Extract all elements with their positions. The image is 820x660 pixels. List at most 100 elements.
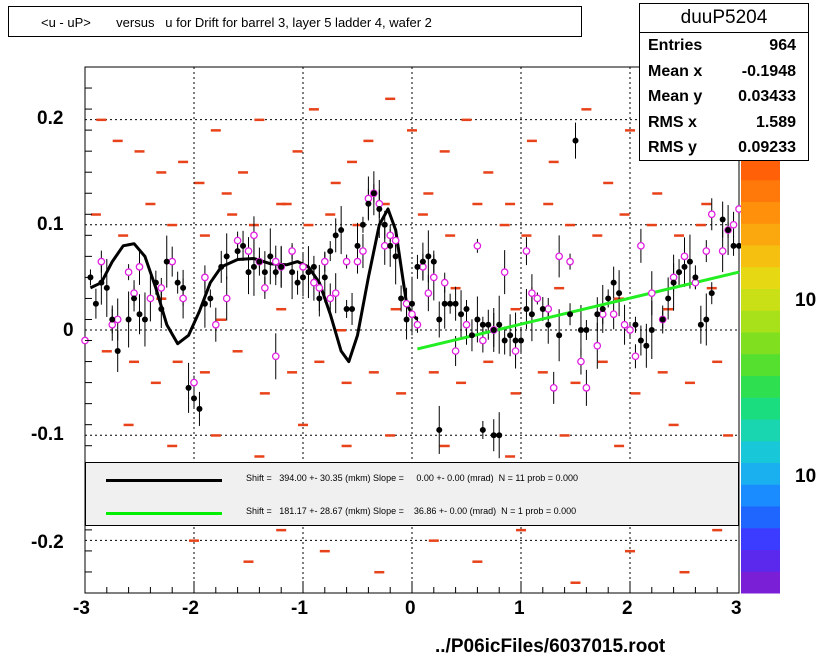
profile-point-open <box>647 289 656 298</box>
scatter-dash <box>330 181 341 185</box>
profile-point <box>545 321 552 328</box>
profile-point <box>305 269 312 276</box>
scatter-dash <box>603 181 614 185</box>
profile-point <box>436 316 443 323</box>
colorbar-cell <box>741 245 780 268</box>
profile-point-open <box>222 294 231 303</box>
profile-point-open <box>707 210 716 219</box>
profile-point <box>512 337 519 344</box>
profile-point <box>686 258 693 265</box>
scatter-dash <box>96 118 107 122</box>
scatter-dash <box>445 234 456 237</box>
profile-point <box>605 295 612 302</box>
colorbar-cell <box>741 484 780 507</box>
profile-point <box>725 227 732 234</box>
scatter-dash <box>417 213 428 216</box>
profile-point-open <box>190 378 198 387</box>
scatter-dash <box>521 234 532 237</box>
profile-point-open <box>451 347 460 355</box>
profile-point <box>490 432 497 439</box>
scatter-dash <box>374 570 385 574</box>
profile-point <box>539 305 546 312</box>
profile-point <box>518 337 524 344</box>
chart-title: <u - uP> versus u for Drift for barrel 3… <box>8 6 582 37</box>
profile-point <box>676 269 683 276</box>
profile-point-open <box>402 299 411 308</box>
scatter-dash <box>499 223 510 227</box>
profile-point <box>572 137 579 144</box>
scatter-dash <box>456 381 467 385</box>
profile-point <box>327 248 334 255</box>
profile-point-open <box>146 294 155 303</box>
scatter-dash <box>112 139 123 143</box>
y-tick-label: -0.2 <box>31 532 64 553</box>
profile-point <box>583 327 590 333</box>
profile-point-open <box>631 352 640 361</box>
scatter-dash <box>548 160 559 164</box>
profile-point <box>648 327 655 333</box>
profile-point <box>398 295 405 302</box>
scatter-dash <box>439 150 450 153</box>
scatter-dash <box>303 223 314 227</box>
scatter-dash <box>483 360 494 364</box>
profile-point <box>191 395 197 402</box>
profile-point <box>365 200 372 207</box>
profile-point <box>261 269 268 276</box>
profile-point <box>474 316 481 323</box>
scatter-dash <box>526 139 537 143</box>
scatter-dash <box>385 97 396 101</box>
profile-point <box>392 253 399 260</box>
profile-point-open <box>582 384 591 392</box>
profile-point-open <box>729 220 738 229</box>
profile-point <box>136 311 143 318</box>
profile-point <box>496 321 503 328</box>
scatter-dash <box>570 381 581 385</box>
profile-point <box>567 311 574 318</box>
profile-point <box>659 316 666 323</box>
profile-point <box>114 348 121 355</box>
scatter-dash <box>145 202 156 206</box>
profile-point-open <box>691 278 700 287</box>
profile-point <box>218 263 225 270</box>
profile-point <box>223 253 230 260</box>
colorbar-cell <box>741 310 780 333</box>
profile-point-open <box>473 241 482 250</box>
colorbar-cell <box>741 527 780 550</box>
scatter-dash <box>167 223 178 227</box>
x-tick-label: -3 <box>73 598 90 619</box>
profile-point-open <box>342 257 351 266</box>
color-bar <box>741 158 780 594</box>
profile-point <box>692 274 699 281</box>
stats-row: RMS x 1.589 <box>640 110 808 136</box>
scatter-dash <box>167 444 178 448</box>
profile-point-open <box>533 294 542 303</box>
stats-label: Mean x <box>648 62 703 80</box>
profile-point-open <box>108 320 117 329</box>
profile-point-open <box>260 284 269 292</box>
scatter-dash <box>701 202 712 206</box>
profile-point <box>485 321 492 328</box>
scatter-dash <box>90 213 101 216</box>
profile-point-open <box>528 289 536 298</box>
scatter-dash <box>390 307 401 311</box>
stats-label: Mean y <box>648 88 703 105</box>
profile-point <box>414 263 421 270</box>
scatter-dash <box>597 360 608 364</box>
profile-point-open <box>271 257 280 266</box>
scatter-dashes <box>90 97 734 584</box>
legend-text: Shift = 394.00 +- 30.35 (mkm) Slope = 0.… <box>246 473 579 483</box>
scatter-dash <box>625 129 635 132</box>
scatter-dash <box>243 560 254 563</box>
profile-point-open <box>429 273 438 282</box>
scatter-dash <box>336 329 347 332</box>
profile-point-open <box>179 294 187 303</box>
scatter-dash <box>287 371 298 374</box>
stats-value: -0.1948 <box>741 62 796 80</box>
profile-point <box>131 295 138 302</box>
scatter-dash <box>423 192 434 195</box>
scatter-dash <box>227 213 238 216</box>
profile-point <box>501 337 508 344</box>
profile-point <box>376 206 383 213</box>
colorbar-cell <box>741 549 780 572</box>
profile-point <box>458 311 465 318</box>
